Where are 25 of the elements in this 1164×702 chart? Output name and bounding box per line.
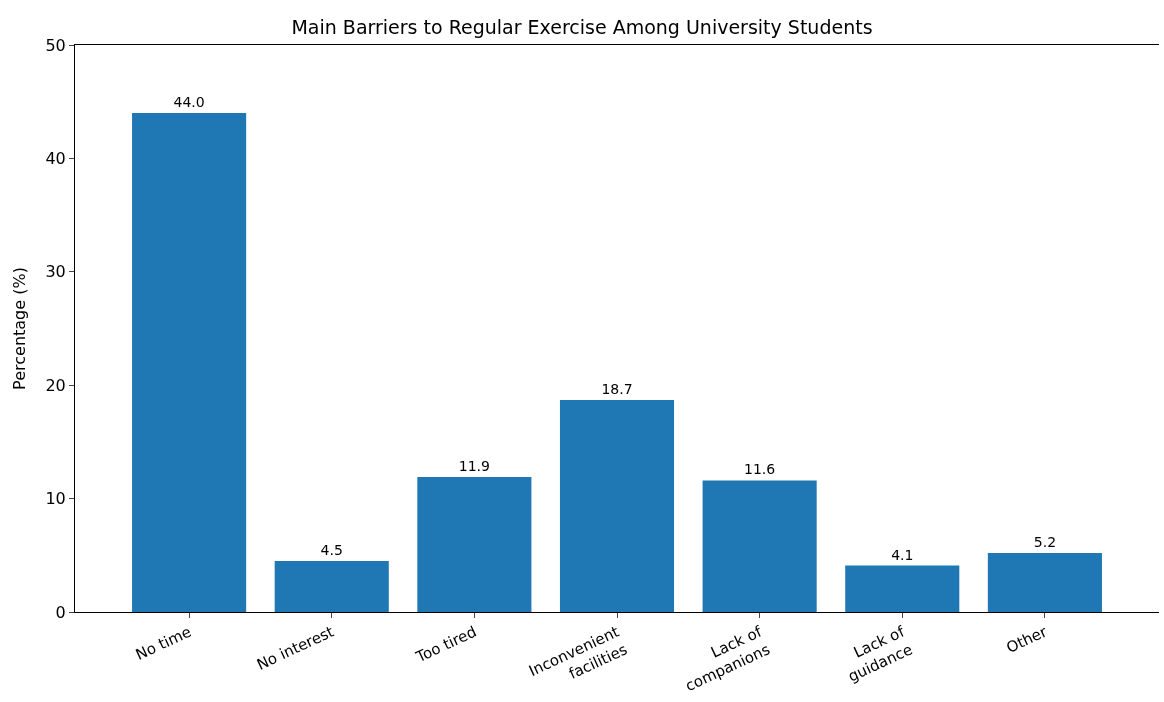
x-tick-label: No time [132, 622, 194, 664]
x-tick-label: Too tired [412, 622, 480, 667]
y-tick-label: 20 [45, 375, 66, 395]
bar [559, 399, 675, 612]
x-tick-label: Other [1003, 622, 1051, 657]
data-label: 5.2 [1033, 534, 1057, 551]
data-label: 4.5 [320, 541, 343, 558]
bar [987, 553, 1102, 612]
bar [845, 565, 960, 612]
bar [417, 477, 532, 612]
bar [132, 113, 247, 612]
y-tick-label: 0 [55, 602, 66, 622]
chart-title: Main Barriers to Regular Exercise Among University Students [291, 16, 873, 39]
y-tick-label: 50 [45, 35, 66, 55]
bar [702, 480, 817, 612]
y-tick-label: 10 [45, 489, 66, 509]
data-label: 44.0 [173, 94, 205, 111]
data-label: 11.9 [458, 458, 490, 475]
y-tick-label: 40 [45, 149, 66, 168]
data-label: 11.6 [744, 461, 776, 478]
data-label: 18.7 [601, 380, 633, 397]
bar [274, 560, 389, 612]
data-label: 4.1 [891, 546, 914, 563]
y-axis-title: Percentage (%) [10, 267, 30, 390]
y-tick-label: 30 [45, 262, 66, 282]
